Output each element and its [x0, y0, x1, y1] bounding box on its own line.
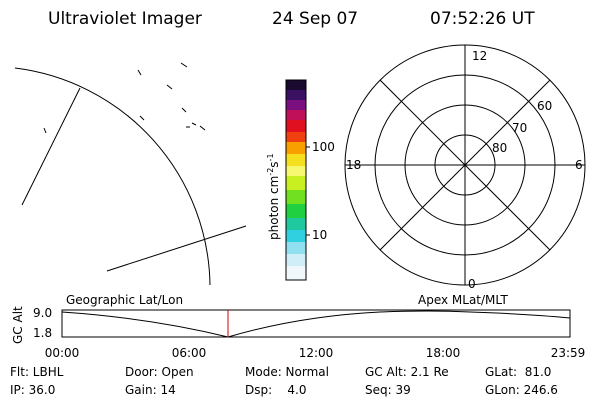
- color-bar: 100 10 photon cm-2s-1: [266, 79, 335, 281]
- limb-arc: [14, 67, 211, 286]
- footer-field: Gain: 14: [125, 383, 176, 397]
- x-tick: 18:00: [426, 346, 461, 360]
- footer-field: GLat: 81.0: [485, 365, 551, 379]
- geographic-panel: [14, 62, 247, 286]
- grid-line: [106, 225, 247, 272]
- mlat-label: 60: [537, 99, 552, 113]
- footer-field: GC Alt: 2.1 Re: [365, 365, 449, 379]
- footer-field: IP: 36.0: [10, 383, 55, 397]
- y-label: GC Alt: [11, 306, 25, 344]
- footer-field: Door: Open: [125, 365, 194, 379]
- x-tick: 06:00: [172, 346, 207, 360]
- date: 24 Sep 07: [272, 9, 358, 29]
- instrument-title: Ultraviolet Imager: [48, 9, 202, 29]
- x-tick: 12:00: [299, 346, 334, 360]
- exp: -2: [266, 168, 275, 176]
- cbar-tick: 10: [312, 228, 327, 242]
- time: 07:52:26 UT: [430, 9, 535, 29]
- x-tick: 23:59: [551, 346, 586, 360]
- mlat-label: 70: [512, 121, 527, 135]
- footer: Flt: LBHL Door: Open Mode: Normal GC Alt: 2…: [10, 365, 558, 397]
- coast-fragments: [43, 62, 206, 134]
- footer-field: Mode: Normal: [245, 365, 329, 379]
- right-label: Apex MLat/MLT: [418, 293, 508, 307]
- grid-line: [21, 87, 81, 206]
- left-label: Geographic Lat/Lon: [66, 293, 183, 307]
- cbar-tick: 100: [312, 140, 335, 154]
- mlt-label: 0: [468, 277, 476, 291]
- mlat-label: 80: [492, 141, 507, 155]
- unit: photon cm: [267, 176, 281, 240]
- y-tick: 1.8: [33, 326, 52, 340]
- x-tick: 00:00: [45, 346, 80, 360]
- y-tick: 9.0: [33, 306, 52, 320]
- footer-field: Flt: LBHL: [10, 365, 64, 379]
- mlt-label: 12: [472, 49, 487, 63]
- footer-field: GLon: 246.6: [485, 383, 558, 397]
- mlt-label: 18: [346, 158, 361, 172]
- exp: -1: [266, 153, 275, 161]
- footer-field: Dsp: 4.0: [245, 383, 307, 397]
- polar-plot: 12 6 0 18 60 70 80: [344, 44, 586, 291]
- timeline: Geographic Lat/Lon Apex MLat/MLT GC Alt …: [11, 293, 585, 360]
- unit: s: [267, 161, 281, 167]
- cbar-label: photon cm-2s-1: [266, 153, 281, 240]
- altitude-curve: [61, 310, 571, 338]
- footer-field: Seq: 39: [365, 383, 411, 397]
- mlt-label: 6: [575, 158, 583, 172]
